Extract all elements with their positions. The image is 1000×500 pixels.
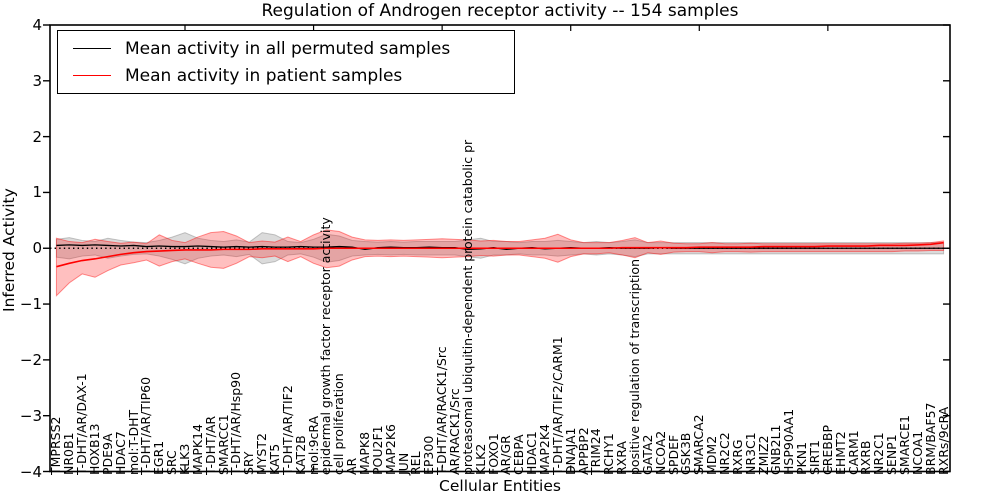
x-category-label: T-DHT/AR: [202, 415, 218, 475]
y-tick-label: 2: [32, 127, 42, 146]
legend-line-permuted-icon: [73, 48, 111, 49]
x-category-label: EHMT2: [832, 431, 848, 475]
legend-label-permuted: Mean activity in all permuted samples: [125, 38, 451, 59]
x-category-label: MAP2K6: [382, 424, 398, 475]
legend: Mean activity in all permuted samples Me…: [57, 30, 515, 94]
legend-label-patient: Mean activity in patient samples: [125, 65, 403, 86]
x-category-label: proteasomal ubiquitin-dependent protein …: [459, 139, 475, 475]
x-category-label: KLK2: [472, 443, 488, 475]
legend-entry-patient: Mean activity in patient samples: [58, 63, 514, 89]
x-category-label: POU2F1: [369, 425, 385, 475]
x-category-label: MAPK14: [189, 424, 205, 475]
chart-title: Regulation of Androgen receptor activity…: [261, 1, 739, 21]
x-category-label: DNAJA1: [562, 427, 578, 476]
x-category-label: T-DHT/AR/TIF2/CARM1: [549, 336, 565, 475]
x-category-label: PDE9A: [99, 433, 115, 475]
x-category-label: RXRG: [729, 439, 745, 475]
x-category-label: BRM/BAF57: [922, 402, 938, 475]
patient-samples-std-band: [55, 229, 945, 297]
x-category-label: NCOA2: [652, 430, 668, 475]
legend-line-patient-icon: [73, 75, 111, 76]
y-tick-label: 3: [32, 71, 42, 90]
x-category-label: GATA2: [639, 434, 655, 475]
x-category-label: CREBBP: [819, 425, 835, 475]
x-category-label: NCOA1: [909, 430, 925, 475]
legend-entry-permuted: Mean activity in all permuted samples: [58, 36, 514, 62]
y-tick-label: −1: [19, 295, 42, 314]
y-tick-label: 4: [32, 16, 42, 34]
patient-mean-line: [56, 241, 944, 268]
x-axis-label: Cellular Entities: [439, 477, 561, 495]
y-tick-label: 0: [32, 239, 42, 258]
y-tick-label: −4: [19, 462, 42, 481]
y-tick-label: 1: [32, 183, 42, 202]
x-category-label: RXRs/9cRA: [935, 406, 951, 475]
x-category-label: T-DHT/AR/TIF2: [279, 385, 295, 475]
x-category-label: KAT2B: [292, 435, 308, 475]
x-category-label: NR3C1: [742, 432, 758, 475]
x-category-label: HDAC7: [112, 431, 128, 475]
y-tick-label: −3: [19, 406, 42, 425]
y-tick-label: −2: [19, 350, 42, 369]
